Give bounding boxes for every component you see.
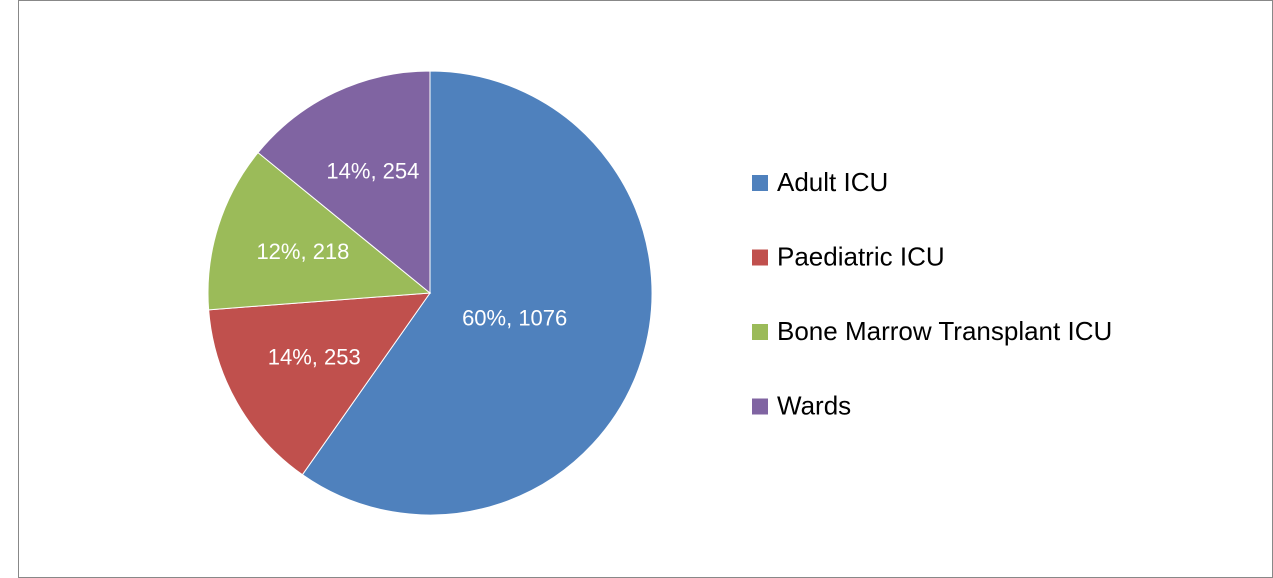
legend-label: Adult ICU	[777, 167, 888, 197]
data-label: 14%, 253	[268, 345, 361, 370]
pie-slice	[257, 70, 431, 295]
pie-slice	[207, 151, 432, 311]
data-label: 12%, 218	[256, 239, 349, 264]
legend-swatch	[752, 249, 768, 266]
legend-label: Wards	[777, 390, 851, 420]
legend-swatch	[752, 324, 768, 340]
pie-slice	[208, 292, 432, 476]
legend-label: Bone Marrow Transplant ICU	[777, 316, 1112, 346]
data-label: 60%, 1076	[462, 306, 567, 331]
pie-slice	[301, 70, 653, 516]
data-label: 14%, 254	[326, 158, 419, 183]
legend-swatch	[752, 398, 768, 415]
legend-label: Paediatric ICU	[777, 241, 945, 271]
legend-swatch	[752, 175, 768, 191]
